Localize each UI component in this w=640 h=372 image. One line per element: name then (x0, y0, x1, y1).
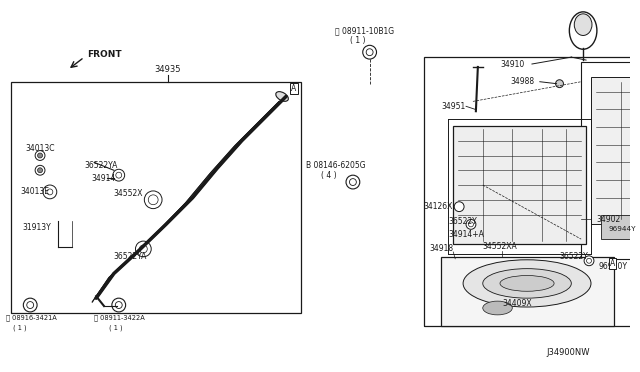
Circle shape (363, 45, 376, 59)
Text: 34914+A: 34914+A (449, 230, 484, 239)
Circle shape (454, 202, 464, 212)
Ellipse shape (276, 92, 289, 101)
Text: 34552X: 34552X (114, 189, 143, 198)
Circle shape (47, 189, 53, 195)
Circle shape (38, 153, 42, 158)
Circle shape (366, 49, 373, 56)
Text: 34951: 34951 (442, 102, 466, 111)
Circle shape (35, 151, 45, 160)
Text: 36522Y: 36522Y (449, 217, 477, 226)
Text: ( 4 ): ( 4 ) (321, 171, 337, 180)
Circle shape (587, 258, 591, 263)
Circle shape (136, 241, 151, 257)
Bar (453, 126, 586, 244)
Text: 36522YA: 36522YA (114, 252, 147, 262)
Circle shape (145, 191, 162, 209)
Circle shape (346, 175, 360, 189)
Text: Ⓝ 08916-3421A: Ⓝ 08916-3421A (6, 315, 56, 321)
Text: A: A (291, 84, 296, 93)
Ellipse shape (633, 62, 640, 82)
Text: 31913Y: 31913Y (22, 223, 51, 232)
Bar (601, 215, 636, 239)
Text: 96940Y: 96940Y (599, 262, 628, 271)
Text: 34935: 34935 (155, 65, 181, 74)
Text: 96944Y: 96944Y (609, 226, 636, 232)
Text: 34409X: 34409X (502, 299, 532, 308)
Text: ( 1 ): ( 1 ) (350, 36, 365, 45)
Text: 34552XA: 34552XA (483, 243, 518, 251)
Circle shape (466, 219, 476, 229)
Circle shape (112, 298, 125, 312)
Ellipse shape (463, 260, 591, 307)
Text: B 08146-6205G: B 08146-6205G (306, 161, 365, 170)
Circle shape (584, 256, 594, 266)
Text: 34013C: 34013C (26, 144, 55, 153)
Text: Ⓝ 08911-3422A: Ⓝ 08911-3422A (94, 315, 145, 321)
Text: FRONT: FRONT (87, 50, 122, 59)
Text: 36522YA: 36522YA (84, 161, 118, 170)
Text: 34988: 34988 (510, 77, 534, 86)
Text: 34914: 34914 (92, 174, 115, 183)
Circle shape (116, 172, 122, 178)
Circle shape (115, 302, 122, 308)
Ellipse shape (483, 269, 572, 298)
Ellipse shape (483, 301, 512, 315)
Circle shape (113, 169, 125, 181)
Text: A: A (610, 259, 615, 268)
Circle shape (556, 80, 563, 88)
Bar (442, 257, 614, 326)
Circle shape (23, 298, 37, 312)
Bar (424, 57, 640, 326)
Circle shape (35, 165, 45, 175)
Circle shape (468, 222, 474, 227)
Text: 34918: 34918 (429, 244, 454, 253)
Text: ( 1 ): ( 1 ) (13, 324, 26, 331)
Text: Ⓝ 08911-10B1G: Ⓝ 08911-10B1G (335, 26, 394, 35)
Text: 34910: 34910 (500, 60, 525, 68)
Text: 34902: 34902 (596, 215, 620, 224)
Text: 34013E: 34013E (20, 187, 49, 196)
Polygon shape (92, 96, 286, 302)
Text: ( 1 ): ( 1 ) (109, 324, 122, 331)
Circle shape (349, 179, 356, 186)
Bar (10, 82, 301, 313)
Circle shape (140, 245, 147, 253)
Text: J34900NW: J34900NW (547, 348, 590, 357)
Ellipse shape (574, 14, 592, 35)
Ellipse shape (570, 12, 597, 49)
Text: 34126X: 34126X (424, 202, 453, 211)
Text: 36522Y: 36522Y (559, 252, 588, 262)
Circle shape (43, 185, 57, 199)
Bar (581, 62, 640, 259)
Circle shape (38, 168, 42, 173)
Ellipse shape (500, 276, 554, 291)
Bar (591, 77, 640, 224)
Circle shape (27, 302, 34, 308)
Circle shape (148, 195, 158, 205)
